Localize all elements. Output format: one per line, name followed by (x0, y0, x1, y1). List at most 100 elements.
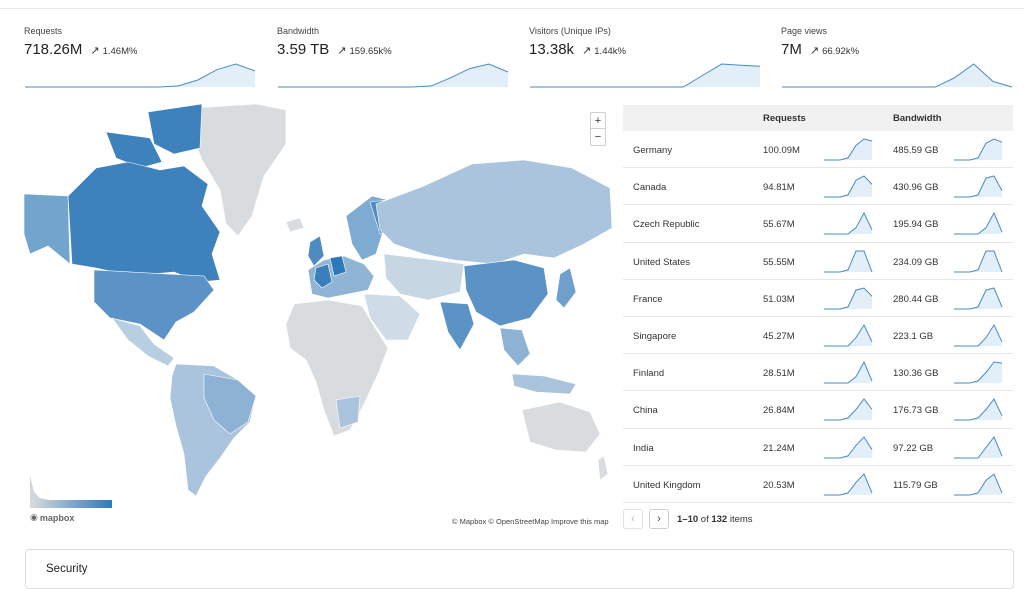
stat-value: 3.59 TB (277, 41, 330, 58)
region-southeast-asia (499, 327, 531, 367)
sparkline-line (824, 212, 873, 235)
sparkline-line (954, 323, 1003, 347)
bandwidth-sparkline (954, 398, 1003, 421)
country-name: United Kingdom (633, 479, 701, 491)
stat-change-value: 66.92k% (822, 46, 860, 57)
prev-page-button[interactable]: ‹ (623, 509, 643, 529)
requests-sparkline (824, 323, 873, 347)
region-brazil (203, 373, 257, 435)
trend-up-icon: ↗ (809, 45, 820, 57)
map-color-legend (30, 476, 112, 508)
country-name: Germany (633, 145, 673, 156)
bandwidth-value: 97.22 GB (893, 442, 934, 454)
sparkline-line (25, 63, 256, 88)
stat-change: ↗ 1.44k% (582, 44, 626, 57)
table-row[interactable]: Canada 94.81M 430.96 GB (623, 168, 1013, 206)
zoom-in-button[interactable]: + (591, 113, 605, 129)
country-name: France (633, 293, 663, 305)
requests-sparkline (824, 360, 873, 384)
sparkline-area (954, 213, 1002, 235)
security-panel[interactable]: Security (25, 549, 1014, 589)
map-canvas[interactable] (24, 104, 612, 530)
requests-value: 100.09M (763, 145, 800, 156)
sparkline-area (25, 64, 255, 87)
table-row[interactable]: Germany 100.09M 485.59 GB (623, 131, 1013, 169)
table-row[interactable]: Czech Republic 55.67M 195.94 GB (623, 205, 1013, 243)
bandwidth-value: 115.79 GB (893, 479, 938, 491)
stats-row: Requests 718.26M ↗ 1.46M% Bandwidth 3.59 T… (24, 26, 1014, 90)
sparkline-area (824, 399, 872, 421)
region-usa (93, 269, 215, 341)
requests-sparkline (824, 250, 873, 273)
bandwidth-value: 195.94 GB (893, 219, 939, 231)
map-attribution[interactable]: © Mapbox © OpenStreetMap Improve this ma… (452, 517, 609, 526)
column-header-bandwidth[interactable]: Bandwidth (893, 113, 942, 124)
sparkline-line (954, 287, 1003, 310)
country-name: Finland (633, 368, 665, 380)
region-russia (375, 159, 612, 265)
country-name: India (633, 442, 654, 454)
region-middle-east (363, 293, 421, 341)
sparkline (278, 63, 509, 88)
requests-value: 55.55M (763, 256, 795, 268)
trend-up-icon: ↗ (90, 45, 100, 57)
column-header-requests[interactable]: Requests (763, 113, 806, 124)
sparkline-area (954, 362, 1002, 384)
table-row[interactable]: United States 55.55M 234.09 GB (623, 243, 1013, 280)
table-row[interactable]: Singapore 45.27M 223.1 GB (623, 317, 1013, 355)
stat-change: ↗ 159.65k% (337, 44, 391, 57)
pagination: ‹ › 1–10 of 132 items (623, 509, 753, 529)
sparkline-area (954, 250, 1002, 272)
requests-sparkline (824, 398, 873, 421)
region-australia (521, 401, 601, 453)
bandwidth-sparkline (954, 361, 1003, 384)
bandwidth-sparkline (954, 435, 1003, 458)
stat-visitors[interactable]: Visitors (Unique IPs) 13.38k ↗ 1.44k% (529, 26, 761, 90)
bandwidth-value: 223.1 GB (893, 330, 934, 342)
sparkline-area (782, 64, 1012, 87)
region-new-zealand (597, 455, 609, 481)
stat-bandwidth[interactable]: Bandwidth 3.59 TB ↗ 159.65k% (277, 26, 509, 90)
top-divider (0, 8, 1024, 9)
region-south-africa (335, 395, 361, 429)
stat-requests[interactable]: Requests 718.26M ↗ 1.46M% (24, 26, 256, 90)
mapbox-logo[interactable]: ◉ mapbox (30, 512, 74, 523)
bandwidth-value: 234.09 GB (893, 256, 939, 268)
requests-value: 21.24M (763, 442, 795, 454)
stat-change-value: 1.44k% (594, 46, 626, 57)
region-japan (555, 267, 577, 309)
page-items-label: items (729, 513, 753, 525)
sparkline-line (824, 435, 873, 458)
sparkline-area (824, 324, 872, 346)
region-china (463, 259, 549, 327)
world-map[interactable] (24, 104, 612, 530)
table-row[interactable]: Finland 28.51M 130.36 GB (623, 354, 1013, 392)
table-header: Requests Bandwidth (623, 105, 1013, 131)
region-iceland (285, 217, 305, 233)
table-row[interactable]: India 21.24M 97.22 GB (623, 429, 1013, 466)
sparkline-line (824, 175, 873, 198)
table-row[interactable]: France 51.03M 280.44 GB (623, 280, 1013, 317)
region-alaska (24, 193, 71, 265)
table-row[interactable]: United Kingdom 20.53M 115.79 GB (623, 466, 1013, 503)
requests-sparkline (824, 138, 873, 161)
stat-change: ↗ 1.46M% (90, 44, 137, 57)
requests-value: 55.67M (763, 219, 795, 231)
sparkline-line (278, 63, 509, 88)
sparkline-line (954, 212, 1003, 235)
page-range: 1–10 (677, 513, 699, 525)
bandwidth-value: 280.44 GB (893, 293, 939, 305)
security-title: Security (46, 563, 88, 575)
sparkline-line (824, 472, 873, 496)
requests-sparkline (824, 472, 873, 496)
sparkline-area (824, 362, 872, 384)
zoom-out-button[interactable]: − (594, 131, 602, 143)
stat-label: Page views (781, 26, 828, 36)
requests-value: 20.53M (763, 479, 795, 491)
sparkline-area (824, 287, 872, 309)
next-page-button[interactable]: › (649, 509, 669, 529)
table-row[interactable]: China 26.84M 176.73 GB (623, 391, 1013, 429)
sparkline (782, 63, 1013, 88)
stat-change-value: 1.46M% (102, 46, 138, 57)
stat-page-views[interactable]: Page views 7M ↗ 66.92k% (781, 26, 1013, 90)
